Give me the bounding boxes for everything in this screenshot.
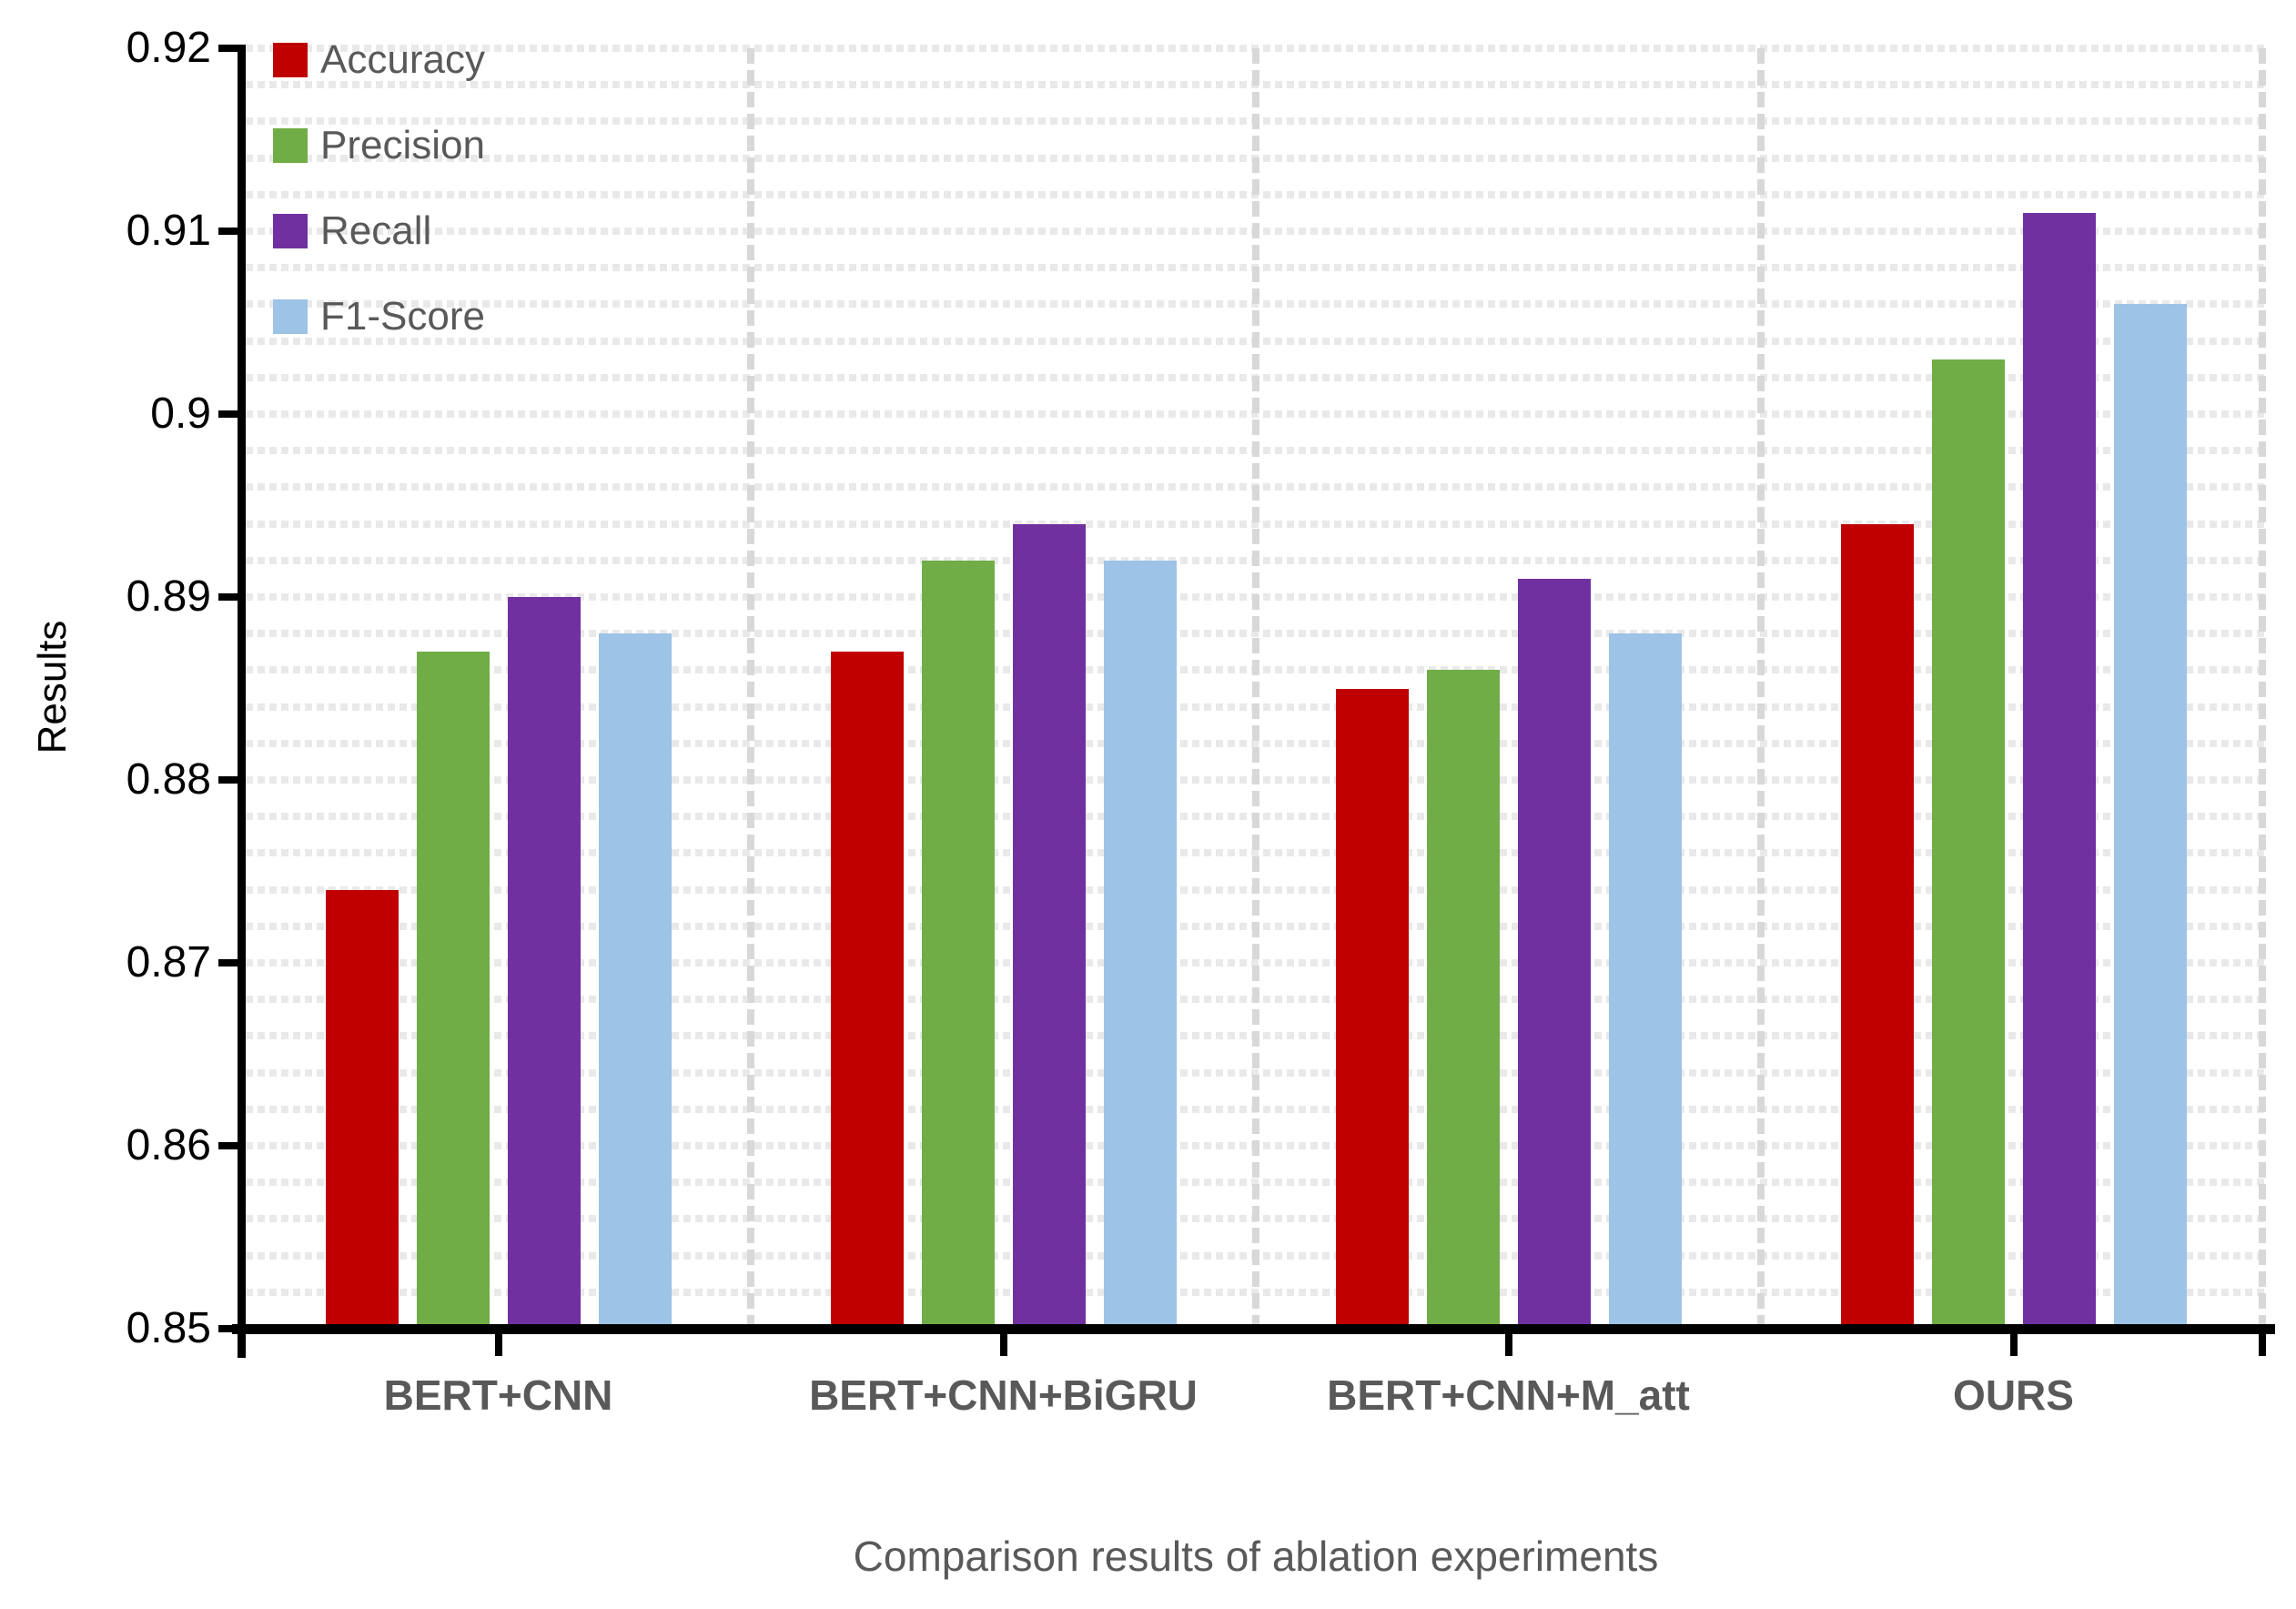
y-tick (218, 1325, 238, 1332)
category-separator (1252, 48, 1259, 1329)
y-tick (218, 776, 238, 784)
y-tick (218, 593, 238, 601)
category-separator (747, 48, 754, 1329)
x-tick (2009, 1329, 2018, 1356)
bar-f1-score-3 (2114, 304, 2187, 1329)
y-tick-label: 0.87 (126, 938, 211, 987)
y-tick-label: 0.91 (126, 207, 211, 255)
bar-precision-0 (417, 652, 490, 1329)
bar-recall-3 (2023, 212, 2096, 1329)
legend-swatch-icon (273, 43, 308, 77)
y-tick-label: 0.88 (126, 755, 211, 804)
y-tick (218, 410, 238, 418)
legend-swatch-icon (273, 128, 308, 163)
legend-label: Recall (320, 208, 432, 253)
y-tick (218, 228, 238, 235)
y-tick-label: 0.86 (126, 1121, 211, 1169)
legend-label: Accuracy (320, 37, 485, 82)
legend-swatch-icon (273, 299, 308, 334)
category-label: BERT+CNN+BiGRU (809, 1371, 1198, 1419)
x-tick (494, 1329, 502, 1356)
bar-f1-score-1 (1104, 560, 1177, 1329)
category-label: BERT+CNN+M_att (1327, 1371, 1690, 1419)
legend-swatch-icon (273, 214, 308, 248)
x-tick (999, 1329, 1007, 1356)
bar-precision-2 (1427, 670, 1500, 1329)
bar-accuracy-1 (831, 652, 904, 1329)
plot-area (246, 45, 2266, 1329)
y-tick (218, 1142, 238, 1149)
bar-accuracy-2 (1336, 688, 1409, 1329)
bar-accuracy-0 (326, 889, 399, 1329)
chart-title: Comparison results of ablation experimen… (853, 1533, 1659, 1580)
category-label: BERT+CNN (383, 1371, 613, 1419)
y-axis-line (238, 45, 246, 1358)
legend-label: F1-Score (320, 294, 485, 339)
bar-recall-1 (1013, 523, 1086, 1329)
legend-item-accuracy: Accuracy (273, 40, 546, 80)
y-tick-label: 0.92 (126, 24, 211, 72)
bar-f1-score-2 (1609, 633, 1682, 1329)
category-separator (1757, 48, 1765, 1329)
bar-precision-3 (1932, 359, 2005, 1329)
y-tick-label: 0.9 (150, 390, 211, 438)
bar-accuracy-3 (1841, 523, 1914, 1329)
bar-precision-1 (922, 560, 995, 1329)
legend-item-precision: Precision (273, 126, 546, 166)
legend-label: Precision (320, 123, 485, 167)
y-tick-label: 0.89 (126, 572, 211, 621)
x-tick (1504, 1329, 1512, 1356)
bar-recall-0 (508, 597, 581, 1329)
legend-item-recall: Recall (273, 211, 546, 251)
x-axis-line (232, 1324, 2275, 1334)
category-label: OURS (1953, 1371, 2074, 1419)
bar-f1-score-0 (599, 633, 672, 1329)
category-separator (2259, 48, 2266, 1329)
bar-recall-2 (1518, 578, 1591, 1329)
legend-item-f1-score: F1-Score (273, 297, 546, 337)
y-tick (218, 959, 238, 966)
y-tick-label: 0.85 (126, 1304, 211, 1352)
y-tick (218, 45, 238, 52)
x-axis-end-tick (2259, 1329, 2266, 1356)
